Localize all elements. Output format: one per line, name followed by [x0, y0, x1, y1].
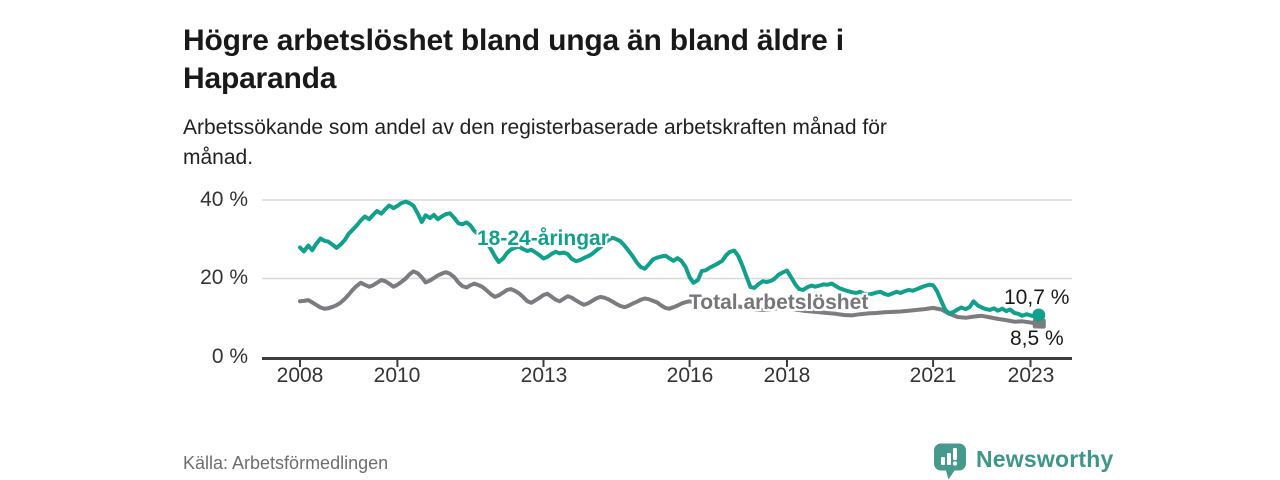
- page-subtitle: Arbetssökande som andel av den registerb…: [183, 113, 1023, 173]
- page-subtitle-line-2: månad.: [183, 146, 254, 169]
- y-axis-label: 20 %: [200, 266, 248, 289]
- x-axis-label: 2008: [276, 364, 324, 387]
- series-label-total: Total arbetslöshet: [689, 291, 869, 314]
- page-title: Högre arbetslöshet bland unga än bland ä…: [183, 22, 998, 98]
- newsworthy-logo-icon: [934, 443, 966, 480]
- x-axis-label: 2016: [666, 364, 714, 387]
- page-title-line-2: Haparanda: [183, 62, 337, 96]
- newsworthy-logo: Newsworthy: [933, 443, 1114, 480]
- source-note: Källa: Arbetsförmedlingen: [183, 453, 389, 473]
- end-dot-youth: [1032, 308, 1046, 322]
- end-marker-total: [1032, 318, 1046, 329]
- x-axis-label: 2023: [1007, 364, 1055, 387]
- x-axis-label: 2013: [520, 364, 568, 387]
- page-title-line-1: Högre arbetslöshet bland unga än bland ä…: [183, 24, 844, 58]
- series-label-youth: 18-24-åringar: [477, 227, 609, 250]
- series-line-youth: [298, 199, 1041, 319]
- end-value-label-youth: 10,7 %: [1004, 286, 1070, 309]
- x-axis-label: 2010: [373, 364, 421, 387]
- y-axis-label: 0 %: [211, 345, 248, 368]
- newsworthy-wordmark: Newsworthy: [976, 446, 1114, 472]
- x-axis-label: 2018: [763, 364, 811, 387]
- y-axis-label: 40 %: [200, 188, 248, 211]
- series-line-total: [298, 269, 1041, 326]
- page-subtitle-line-1: Arbetssökande som andel av den registerb…: [183, 116, 887, 139]
- x-axis-label: 2021: [909, 364, 957, 387]
- end-value-label-total: 8,5 %: [1010, 327, 1064, 350]
